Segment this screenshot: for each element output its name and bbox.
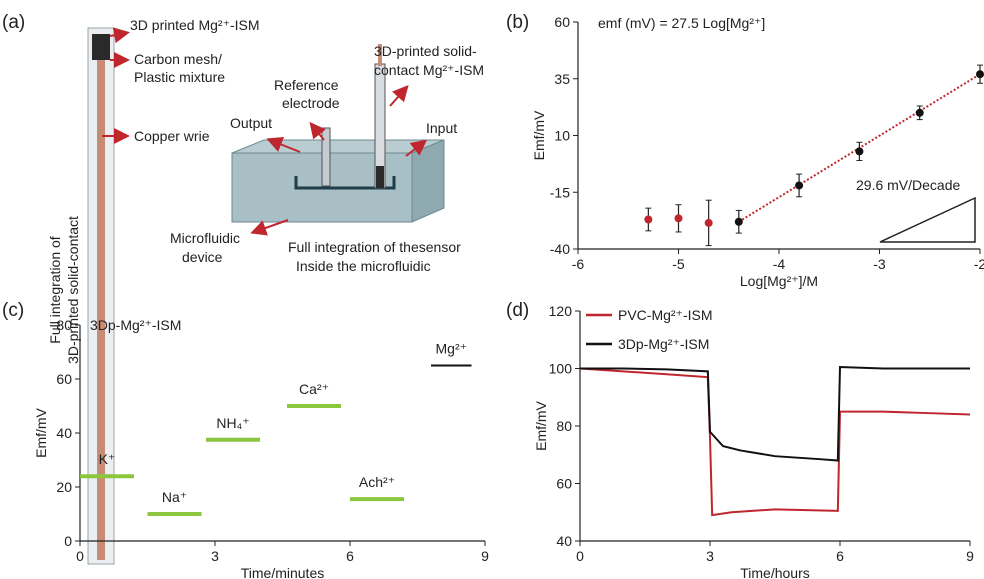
- arrow-solid-contact: [389, 85, 409, 107]
- chart-b-point: [855, 147, 864, 156]
- label-copper: Copper wrie: [134, 128, 210, 144]
- chart-d-y-tick-label: 60: [556, 476, 572, 492]
- chart-c-y-tick-label: 40: [56, 425, 72, 441]
- chart-d-x-label: Time/hours: [740, 565, 810, 579]
- chart-b-point: [704, 218, 713, 227]
- arrow-output: [266, 137, 301, 153]
- ism-tip: [92, 34, 110, 60]
- chart-b-x-tick-label: -4: [773, 256, 786, 272]
- chart-d-legend-label: 3Dp-Mg²⁺-ISM: [618, 336, 709, 352]
- chart-d-x-tick-label: 9: [966, 548, 974, 564]
- panel-label-b: (b): [506, 12, 530, 33]
- chart-c-y-label: Emf/mV: [33, 407, 49, 457]
- label-solid-2: contact Mg²⁺-ISM: [374, 62, 484, 78]
- label-microfluidic-1: Microfluidic: [170, 230, 240, 246]
- chart-d-x-tick-label: 3: [706, 548, 714, 564]
- chart-b-x-tick-label: -2: [974, 256, 984, 272]
- chart-c-ion-label: NH₄⁺: [216, 415, 249, 431]
- chart-c-y-tick-label: 0: [64, 533, 72, 549]
- chart-c-x-tick-label: 9: [481, 548, 489, 564]
- chart-d-y-tick-label: 120: [549, 303, 573, 319]
- label-carbon-2: Plastic mixture: [134, 69, 225, 85]
- chart-b-y-tick-label: -40: [550, 241, 570, 257]
- chart-d-y-label: Emf/mV: [533, 400, 549, 450]
- slope-triangle: [879, 196, 976, 243]
- chart-b-point: [795, 181, 804, 190]
- chart-b-equation: emf (mV) = 27.5 Log[Mg²⁺]: [598, 15, 765, 31]
- chart-b-point: [976, 70, 984, 79]
- chart-b-x-tick-label: -6: [572, 256, 585, 272]
- chart-d-series-line: [579, 367, 971, 517]
- chart-b-x-tick-label: -3: [873, 256, 886, 272]
- label-full-2: Inside the microfluidic: [296, 258, 431, 274]
- chart-c-y-tick-label: 80: [56, 317, 72, 333]
- reference-electrode: [321, 127, 331, 187]
- chart-b-y-label: Emf/mV: [531, 110, 547, 160]
- panel-label-c: (c): [2, 300, 25, 321]
- chart-b-y-tick-label: 60: [554, 14, 570, 30]
- chart-c-ion-label: Ach²⁺: [359, 474, 395, 490]
- chart-b-x-tick-label: -5: [672, 256, 685, 272]
- chart-c-y-tick-label: 60: [56, 371, 72, 387]
- arrow-reference: [309, 121, 326, 141]
- chart-b-point: [734, 217, 743, 226]
- chart-c-y-tick-label: 20: [56, 479, 72, 495]
- label-reference-2: electrode: [282, 95, 340, 111]
- arrow-microfluidic: [250, 219, 289, 236]
- chart-c-title: 3Dp-Mg²⁺-ISM: [90, 317, 181, 333]
- chart-d-y-tick-label: 100: [549, 361, 573, 377]
- label-carbon-1: Carbon mesh/: [134, 51, 222, 67]
- chart-c-x-tick-label: 6: [346, 548, 354, 564]
- label-solid-1: 3D-printed solid-: [374, 43, 477, 59]
- label-ism: 3D printed Mg²⁺-ISM: [130, 17, 260, 33]
- chart-c-ion-label: Na⁺: [162, 489, 187, 505]
- chart-b-point: [644, 215, 653, 224]
- chart-d-y-tick-label: 40: [556, 533, 572, 549]
- microfluidic-device: [231, 44, 445, 223]
- chart-d-legend-label: PVC-Mg²⁺-ISM: [618, 307, 713, 323]
- label-reference-1: Reference: [274, 77, 339, 93]
- label-output: Output: [230, 115, 272, 131]
- chart-b-point: [674, 214, 683, 223]
- chart-c-x-tick-label: 0: [76, 548, 84, 564]
- arrow-ism: [109, 27, 130, 44]
- chart-b-slope-label: 29.6 mV/Decade: [856, 177, 960, 193]
- chart-c-ion-label: Mg²⁺: [436, 341, 468, 357]
- solid-contact-ism: [374, 63, 386, 189]
- chart-b-fit-line: [738, 73, 981, 223]
- chart-c-x-label: Time/minutes: [241, 565, 325, 579]
- panel-label-d: (d): [506, 300, 530, 321]
- chart-c-ion-label: Ca²⁺: [299, 381, 329, 397]
- chart-b-x-label: Log[Mg²⁺]/M: [740, 273, 818, 289]
- chart-d-x-tick-label: 6: [836, 548, 844, 564]
- vertical-title-1: Full integration of: [47, 236, 63, 344]
- label-microfluidic-2: device: [182, 249, 223, 265]
- chart-b-point: [915, 108, 924, 117]
- electrode-tube: [87, 27, 115, 565]
- chart-b-y-tick-label: -15: [550, 184, 570, 200]
- chart-c-ion-label: K⁺: [99, 451, 116, 467]
- chart-d-y-tick-label: 80: [556, 418, 572, 434]
- copper-wire: [97, 60, 105, 560]
- chart-d-x-tick-label: 0: [576, 548, 584, 564]
- chart-b-y-tick-label: 10: [554, 128, 570, 144]
- label-input: Input: [426, 120, 457, 136]
- chart-d-series-line: [580, 366, 970, 462]
- vertical-title-2: 3D-printed solid-contact: [65, 216, 81, 364]
- chart-c-x-tick-label: 3: [211, 548, 219, 564]
- arrow-input: [405, 139, 428, 157]
- label-full-1: Full integration of thesensor: [288, 239, 461, 255]
- panel-label-a: (a): [2, 12, 26, 33]
- chart-b-y-tick-label: 35: [554, 71, 570, 87]
